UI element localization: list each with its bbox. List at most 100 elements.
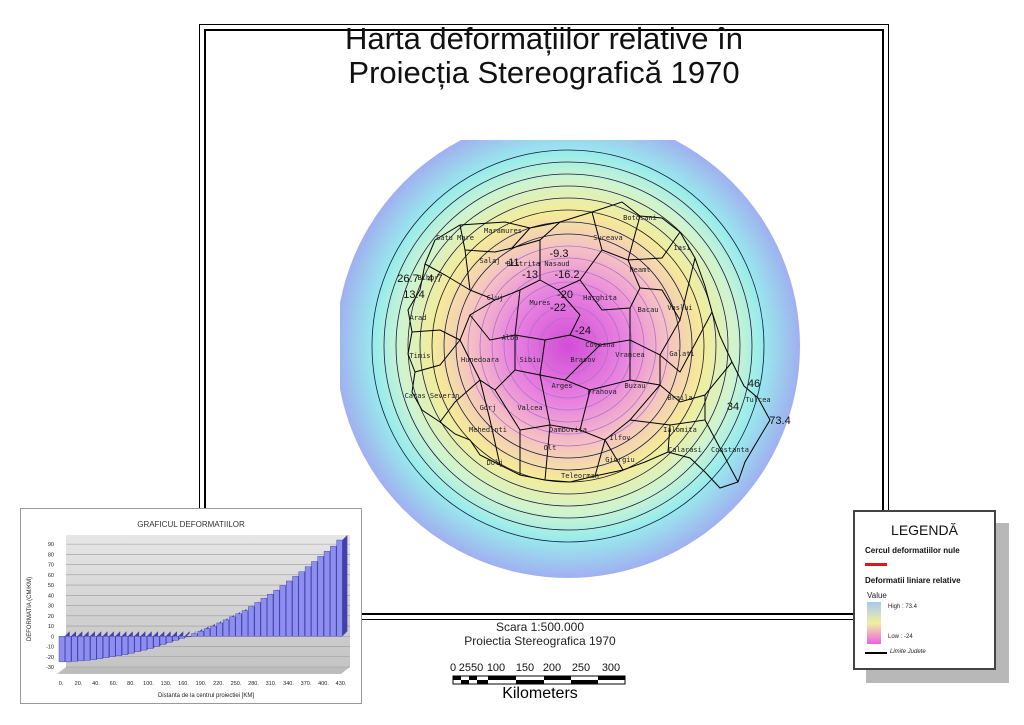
graph-bar bbox=[330, 545, 337, 637]
graph-bar bbox=[191, 633, 198, 637]
contour-circle bbox=[527, 305, 609, 387]
graph-bar bbox=[311, 561, 318, 637]
county-label: Harghita bbox=[583, 294, 617, 302]
graph-bar bbox=[267, 594, 274, 637]
graph-x-tick-label: 340. bbox=[283, 681, 294, 687]
graph-bar bbox=[216, 622, 223, 637]
graph-x-tick-label: 20. bbox=[75, 681, 83, 687]
county-label: Salaj bbox=[479, 257, 500, 265]
graph-x-tick-label: 60. bbox=[110, 681, 118, 687]
county-labels: Satu Mare Maramures Suceava Botosani Iasi Nea… bbox=[405, 214, 771, 480]
deformation-value-label: -13 bbox=[522, 269, 538, 281]
scale-tick-label: 100 bbox=[487, 662, 505, 674]
county-label: Giurgiu bbox=[605, 456, 635, 464]
scale-tick-label: 200 bbox=[543, 662, 561, 674]
contour-circle bbox=[467, 245, 669, 447]
county-label: Satu Mare bbox=[436, 234, 474, 242]
graph-x-tick-label: 220. bbox=[213, 681, 224, 687]
graph-bar bbox=[172, 636, 179, 641]
legend-value-label: Value bbox=[867, 591, 887, 600]
graph-bar bbox=[317, 556, 324, 637]
deformation-surface bbox=[340, 140, 800, 578]
deformation-value-label: 4.7 bbox=[427, 273, 442, 285]
county-label: Mehedinti bbox=[469, 426, 507, 434]
county-label: Hunedoara bbox=[461, 356, 499, 364]
romania-outline bbox=[407, 201, 771, 489]
graph-y-tick-label: 0 bbox=[51, 634, 54, 640]
graph-bar bbox=[128, 636, 135, 654]
graph-y-tick-label: 80 bbox=[48, 552, 54, 558]
contour-circle bbox=[443, 221, 693, 471]
contour-circle bbox=[539, 317, 597, 375]
graph-bar bbox=[241, 610, 248, 637]
deformation-value-label: -22 bbox=[550, 302, 566, 314]
graph-x-tick-label: 250. bbox=[231, 681, 242, 687]
graph-x-tick-label: 430. bbox=[336, 681, 347, 687]
county-label: Teleorman bbox=[561, 472, 599, 480]
county-label: Suceava bbox=[593, 234, 623, 242]
graph-bar bbox=[147, 636, 154, 649]
county-label: Bihor bbox=[417, 274, 438, 282]
county-label: Dolj bbox=[487, 459, 504, 467]
graph-bar bbox=[185, 636, 192, 638]
contour-circle bbox=[383, 161, 753, 531]
projection-name: Proiectia Stereografica 1970 bbox=[464, 634, 616, 648]
graph-bar bbox=[96, 636, 103, 660]
county-label: Mures bbox=[529, 299, 550, 307]
contour-circle bbox=[551, 329, 585, 363]
map-frame-outer bbox=[199, 24, 889, 620]
county-boundaries bbox=[407, 201, 771, 489]
graph-bar bbox=[336, 539, 343, 637]
deformation-value-label: -24 bbox=[575, 325, 591, 337]
graph-bar bbox=[235, 613, 242, 637]
county-label: Braila bbox=[667, 394, 692, 402]
graph-y-tick-label: 30 bbox=[48, 604, 54, 610]
legend-title: LEGENDĂ bbox=[891, 522, 958, 538]
deformation-value-label: -9.3 bbox=[550, 248, 569, 260]
deformation-chart: GRAFICUL DEFORMATIILOR 90 80 70 60 50 40 30 20 1… bbox=[27, 520, 350, 699]
graph-x-tick-label: 80. bbox=[127, 681, 135, 687]
county-label: Timis bbox=[409, 352, 430, 360]
scale-unit: Kilometers bbox=[502, 685, 578, 701]
scale-tick-label: 150 bbox=[516, 662, 534, 674]
graph-y-tick-label: -30 bbox=[46, 665, 54, 671]
contour-circle bbox=[419, 197, 717, 495]
contour-circle bbox=[455, 233, 681, 459]
graph-bar bbox=[323, 551, 330, 637]
graph-bar bbox=[58, 636, 65, 663]
graph-bar bbox=[77, 636, 84, 662]
contour-circle bbox=[491, 269, 645, 423]
legend-panel: LEGENDĂ Cercul deformatiilor nule Deform… bbox=[853, 510, 996, 670]
contour-circle bbox=[395, 173, 741, 519]
graph-bar-side bbox=[342, 535, 348, 637]
graph-floor bbox=[57, 667, 350, 674]
deformation-value-label: 46 bbox=[748, 378, 760, 390]
county-label: Prahova bbox=[587, 388, 617, 396]
graph-x-tick-label: 190. bbox=[196, 681, 207, 687]
county-label: Maramures bbox=[484, 227, 522, 235]
graph-bar bbox=[222, 619, 229, 637]
graph-bar bbox=[260, 598, 267, 637]
deformation-map[interactable]: Satu Mare Maramures Suceava Botosani Iasi Nea… bbox=[340, 140, 805, 580]
graph-bar bbox=[298, 571, 305, 637]
scale-bar: 0 2550 100 150 200 250 300 Kilometers bbox=[450, 662, 626, 701]
graph-x-tick-label: 160. bbox=[178, 681, 189, 687]
deformation-value-label: 26.7 bbox=[397, 273, 418, 285]
county-label: Arad bbox=[410, 314, 427, 322]
legend-boundaries-label: Limite Judete bbox=[890, 649, 926, 655]
county-label: Iasi bbox=[674, 244, 691, 252]
county-label: Botosani bbox=[623, 214, 657, 222]
legend-boundary-swatch bbox=[865, 652, 887, 654]
contour-circle bbox=[479, 257, 657, 435]
graph-bar bbox=[229, 616, 236, 637]
contour-lines bbox=[371, 149, 765, 543]
graph-bar bbox=[166, 636, 173, 643]
deformation-value-label: -20 bbox=[557, 289, 573, 301]
graph-bar bbox=[134, 636, 141, 652]
graph-y-tick-label: -20 bbox=[46, 655, 54, 661]
legend-null-circle-swatch bbox=[865, 563, 887, 566]
map-title: Harta deformațiilor relative în Proiecți… bbox=[204, 22, 884, 90]
graph-bar bbox=[210, 625, 217, 637]
map-title-line2: Proiecția Stereografică 1970 bbox=[348, 55, 740, 90]
graph-y-tick-label: 40 bbox=[48, 593, 54, 599]
